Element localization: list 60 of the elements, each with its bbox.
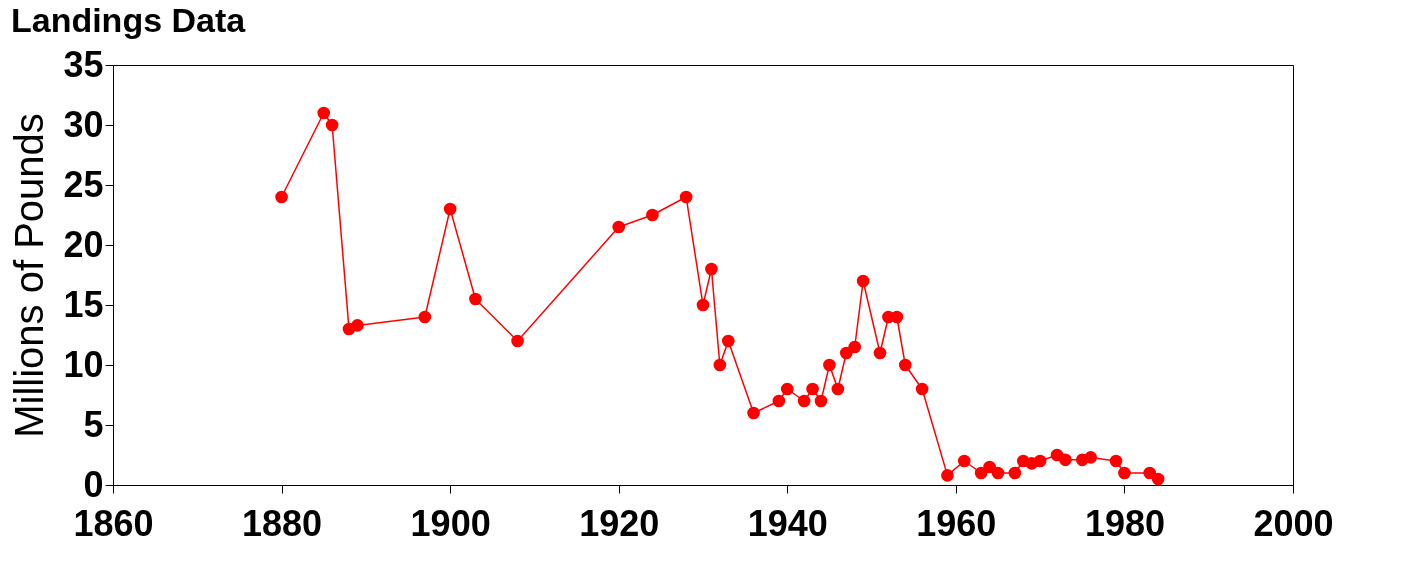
- point: [713, 358, 727, 372]
- point: [275, 190, 288, 204]
- point: [890, 310, 904, 324]
- point: [823, 358, 836, 372]
- point: [1118, 466, 1131, 480]
- point: [646, 208, 659, 222]
- point: [1143, 466, 1157, 480]
- point: [705, 262, 718, 276]
- point: [325, 118, 339, 132]
- point: [839, 346, 853, 360]
- point: [721, 334, 735, 348]
- x-tick-label: 1880: [242, 502, 323, 544]
- x-tick-label: 1900: [410, 502, 491, 544]
- point: [1008, 466, 1022, 480]
- y-tick-label: 5: [83, 403, 104, 445]
- point: [772, 394, 786, 408]
- y-tick-label: 0: [83, 463, 104, 505]
- point: [831, 382, 845, 396]
- point: [612, 220, 626, 234]
- y-tick-label: 20: [63, 223, 104, 265]
- x-tick-label: 1960: [916, 502, 997, 544]
- point: [443, 202, 457, 216]
- point: [1084, 451, 1098, 464]
- y-tick-label: 25: [63, 163, 104, 205]
- point: [747, 406, 760, 420]
- point: [991, 466, 1005, 480]
- point: [983, 460, 996, 474]
- y-tick-label: 15: [63, 283, 104, 325]
- point: [898, 358, 912, 372]
- y-tick-label: 30: [63, 103, 104, 145]
- point: [957, 454, 971, 468]
- chart-title: Landings Data: [10, 1, 247, 39]
- point: [351, 319, 364, 332]
- point: [1151, 472, 1165, 486]
- point: [1033, 454, 1047, 468]
- point: [317, 106, 331, 120]
- point: [848, 340, 862, 354]
- point: [797, 394, 811, 408]
- point: [873, 346, 887, 360]
- point: [856, 274, 870, 288]
- point: [915, 382, 929, 396]
- x-tick-label: 1920: [579, 502, 660, 544]
- x-tick-label: 1860: [73, 502, 154, 544]
- point: [941, 469, 954, 482]
- point: [806, 382, 819, 396]
- y-tick-label: 35: [63, 43, 104, 85]
- point: [814, 394, 828, 408]
- point: [780, 382, 794, 396]
- point: [469, 292, 482, 306]
- x-tick-label: 1980: [1084, 502, 1165, 544]
- point: [418, 310, 432, 324]
- point: [511, 334, 524, 348]
- x-tick-label: 2000: [1253, 502, 1334, 544]
- y-axis-title: Millions of Pounds: [7, 113, 52, 438]
- point: [1109, 454, 1123, 468]
- x-tick-label: 1940: [747, 502, 828, 544]
- point: [696, 298, 710, 312]
- point: [679, 190, 693, 204]
- y-tick-label: 10: [63, 343, 104, 385]
- point: [1059, 453, 1072, 467]
